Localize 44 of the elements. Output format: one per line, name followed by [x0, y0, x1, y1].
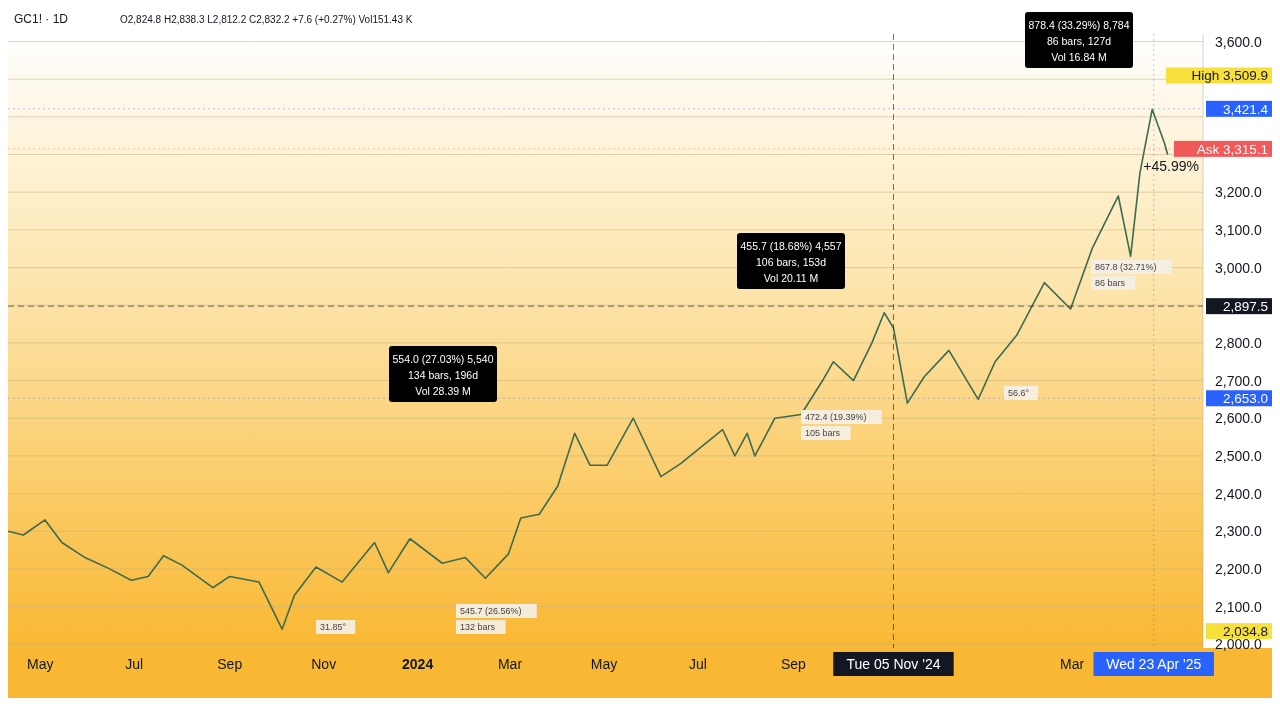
annotation: 31.85°: [320, 622, 347, 632]
annotation: 105 bars: [805, 428, 841, 438]
annotation: 545.7 (26.56%): [460, 606, 522, 616]
x-tick-label: 2024: [402, 656, 434, 672]
y-tick-label: 2,700.0: [1215, 372, 1262, 389]
annotation: 56.6°: [1008, 388, 1030, 398]
annotation: 878.4 (33.29%) 8,784 86 bars, 127d Vol 16.84 M: [1028, 19, 1130, 63]
ref-line-label: 2,653.0: [1222, 391, 1268, 407]
ref-line-label: Ask 3,315.1: [1196, 141, 1268, 157]
y-tick-label: 3,100.0: [1215, 221, 1262, 238]
x-tick-label: Mar: [497, 656, 523, 672]
ref-line-label: 3,421.4: [1222, 101, 1269, 117]
annotation: 132 bars: [460, 622, 496, 632]
y-tick-label: 2,400.0: [1215, 485, 1262, 502]
ref-line-label: High 3,509.9: [1191, 68, 1268, 84]
x-tick-label: Jul: [125, 656, 144, 672]
annotation: 867.8 (32.71%): [1095, 262, 1157, 272]
y-tick-label: 2,500.0: [1215, 447, 1262, 464]
y-tick-label: 2,200.0: [1215, 560, 1262, 577]
y-tick-label: 3,000.0: [1215, 259, 1262, 276]
x-tick-label: Jul: [688, 656, 707, 672]
x-tick-label: Sep: [780, 656, 807, 672]
annotation: 455.7 (18.68%) 4,557 106 bars, 153d Vol 20.11 M: [740, 240, 842, 284]
x-tick-label: May: [27, 656, 54, 672]
y-tick-label: 2,300.0: [1215, 523, 1262, 540]
x-tick-label: Sep: [217, 656, 243, 672]
ref-line-label: Tue 05 Nov '24: [846, 656, 941, 672]
y-tick-label: 3,200.0: [1215, 184, 1262, 201]
chart-subtitle: O2,824.8 H2,838.3 L2,812.2 C2,832.2 +7.6 (+0.27%) Vol151.43 K: [120, 14, 413, 25]
y-tick-label: 2,600.0: [1215, 410, 1262, 427]
annotation: 554.0 (27.03%) 5,540 134 bars, 196d Vol 28.39 M: [392, 353, 494, 397]
y-tick-label: 2,100.0: [1215, 598, 1262, 615]
y-tick-label: 3,600.0: [1215, 33, 1262, 50]
annotation: 472.4 (19.39%): [805, 412, 867, 422]
ref-line-label: 2,034.8: [1222, 624, 1268, 640]
annotation: 86 bars: [1095, 278, 1126, 288]
x-tick-label: May: [590, 656, 618, 672]
chart-title: GC1! · 1D: [14, 12, 69, 26]
x-tick-label: Nov: [311, 656, 337, 672]
y-tick-label: 2,800.0: [1215, 334, 1262, 351]
ref-line-label: 2,897.5: [1222, 299, 1268, 315]
ref-line-label: Wed 23 Apr '25: [1106, 656, 1202, 672]
annotation: +45.99%: [1143, 157, 1199, 174]
x-tick-label: Mar: [1060, 656, 1085, 672]
